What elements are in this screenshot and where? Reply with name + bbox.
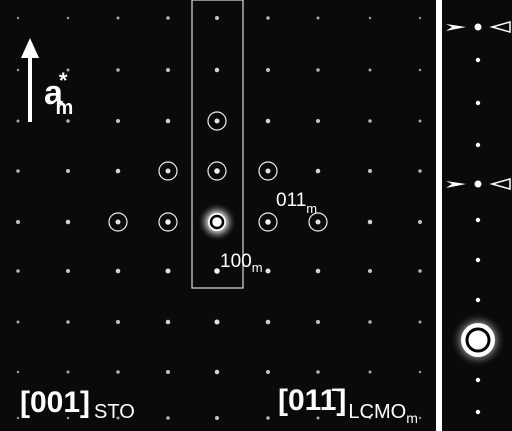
spot bbox=[66, 320, 70, 324]
spot bbox=[17, 371, 20, 374]
label-sub: LCMO bbox=[348, 401, 406, 423]
spot bbox=[214, 168, 220, 174]
axis-sup: * bbox=[59, 68, 68, 93]
spot bbox=[117, 17, 120, 20]
spot bbox=[116, 370, 120, 374]
spot bbox=[476, 378, 480, 382]
spot bbox=[66, 169, 70, 173]
spot bbox=[66, 220, 71, 225]
spot bbox=[419, 17, 421, 19]
spot bbox=[316, 169, 321, 174]
spot bbox=[66, 119, 70, 123]
spot bbox=[67, 17, 70, 20]
spot bbox=[476, 218, 480, 222]
spot bbox=[368, 169, 372, 173]
spot bbox=[476, 101, 480, 105]
spot bbox=[214, 268, 220, 274]
spot bbox=[419, 120, 422, 123]
label-main: 011 bbox=[276, 190, 306, 211]
spot bbox=[116, 68, 120, 72]
spot bbox=[16, 269, 20, 273]
spot bbox=[316, 320, 320, 324]
spot bbox=[17, 417, 19, 419]
spot bbox=[419, 417, 421, 419]
spot bbox=[116, 220, 121, 225]
spot bbox=[16, 220, 20, 224]
spot bbox=[418, 220, 422, 224]
spot bbox=[368, 119, 372, 123]
spot bbox=[368, 220, 373, 225]
spot bbox=[17, 120, 20, 123]
spot bbox=[166, 16, 170, 20]
spot bbox=[215, 68, 220, 73]
label-sub: STO bbox=[94, 401, 135, 423]
spot bbox=[165, 219, 171, 225]
spot bbox=[266, 68, 270, 72]
spot bbox=[215, 416, 219, 420]
label-sub: m bbox=[306, 201, 317, 216]
spot bbox=[369, 69, 372, 72]
spot bbox=[266, 269, 271, 274]
spot bbox=[215, 119, 220, 124]
spot bbox=[266, 370, 270, 374]
spot bbox=[266, 119, 271, 124]
spot bbox=[166, 169, 171, 174]
spot bbox=[215, 16, 219, 20]
spot bbox=[316, 220, 321, 225]
label-main: [011̄] bbox=[278, 384, 346, 417]
spot bbox=[475, 24, 482, 31]
spot bbox=[67, 371, 70, 374]
spot bbox=[316, 119, 320, 123]
label-main: 100 bbox=[220, 251, 252, 272]
spot bbox=[475, 181, 482, 188]
spot bbox=[66, 269, 70, 273]
spot bbox=[476, 298, 480, 302]
axis-sub: m bbox=[55, 97, 73, 119]
spot bbox=[316, 370, 320, 374]
spot bbox=[419, 69, 422, 72]
spot bbox=[116, 119, 120, 123]
spot bbox=[265, 219, 271, 225]
spot bbox=[166, 119, 171, 124]
spot bbox=[369, 17, 372, 20]
diffraction-figure: a*m 011m 100m [001]STO [011̄]LCMOm bbox=[0, 0, 512, 431]
spot bbox=[116, 320, 120, 324]
spot bbox=[476, 258, 480, 262]
label-subsub: m bbox=[406, 410, 418, 426]
spot bbox=[266, 16, 270, 20]
spot bbox=[17, 321, 20, 324]
spot bbox=[316, 269, 321, 274]
label-sub: m bbox=[252, 260, 263, 275]
spot bbox=[16, 169, 20, 173]
spot bbox=[418, 169, 422, 173]
spot bbox=[317, 17, 320, 20]
spot bbox=[266, 169, 271, 174]
spot bbox=[215, 370, 220, 375]
spot bbox=[266, 416, 270, 420]
spot bbox=[368, 320, 372, 324]
spot bbox=[166, 370, 170, 374]
spot bbox=[476, 143, 480, 147]
spot bbox=[368, 269, 372, 273]
spot bbox=[17, 17, 19, 19]
label-main: [001] bbox=[20, 386, 90, 419]
spot bbox=[17, 69, 20, 72]
spot bbox=[266, 320, 271, 325]
spot bbox=[418, 269, 422, 273]
spot bbox=[476, 58, 480, 62]
spot bbox=[419, 371, 422, 374]
spot bbox=[419, 321, 422, 324]
spot bbox=[166, 416, 170, 420]
spot bbox=[166, 320, 171, 325]
spot bbox=[476, 410, 480, 414]
spot bbox=[369, 371, 372, 374]
spot bbox=[116, 169, 121, 174]
spot bbox=[316, 68, 320, 72]
spot bbox=[166, 269, 171, 274]
spot bbox=[166, 68, 170, 72]
spot bbox=[116, 269, 121, 274]
spot bbox=[215, 320, 220, 325]
